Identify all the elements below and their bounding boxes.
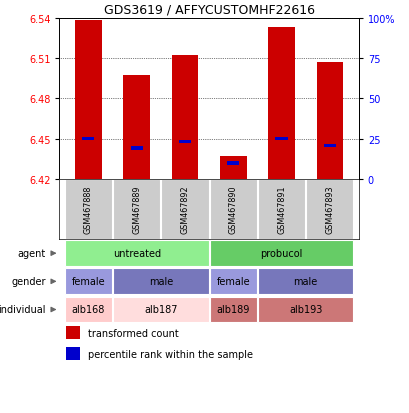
Bar	[219, 157, 246, 180]
Text: alb187: alb187	[144, 304, 177, 314]
Bar	[65, 326, 80, 339]
Text: agent: agent	[18, 248, 46, 258]
Bar	[178, 140, 191, 144]
Bar	[171, 56, 198, 180]
Text: alb193: alb193	[288, 304, 321, 314]
Bar	[306, 180, 353, 240]
Bar	[113, 269, 208, 294]
Bar	[209, 241, 353, 266]
Text: percentile rank within the sample: percentile rank within the sample	[88, 349, 252, 359]
Text: alb189: alb189	[216, 304, 249, 314]
Bar	[113, 180, 160, 240]
Text: individual: individual	[0, 304, 46, 314]
Text: untreated: untreated	[112, 248, 160, 258]
Bar	[113, 297, 208, 323]
Bar	[275, 138, 287, 141]
Bar	[323, 145, 335, 148]
Bar	[75, 21, 101, 180]
Bar	[257, 180, 304, 240]
Text: GSM467891: GSM467891	[276, 185, 285, 234]
Bar	[130, 147, 142, 150]
Text: GSM467890: GSM467890	[228, 185, 237, 234]
Bar	[82, 138, 94, 141]
Bar	[316, 63, 342, 180]
Bar	[209, 269, 256, 294]
Title: GDS3619 / AFFYCUSTOMHF22616: GDS3619 / AFFYCUSTOMHF22616	[103, 3, 314, 16]
Text: transformed count: transformed count	[88, 328, 178, 338]
Bar	[161, 180, 208, 240]
Text: male: male	[293, 276, 317, 286]
Bar	[209, 297, 256, 323]
Text: GSM467889: GSM467889	[132, 185, 141, 234]
Text: gender: gender	[11, 276, 46, 286]
Text: alb168: alb168	[72, 304, 105, 314]
Text: female: female	[72, 276, 105, 286]
Bar	[65, 269, 112, 294]
Bar	[227, 162, 239, 165]
Text: male: male	[148, 276, 173, 286]
Bar	[65, 241, 208, 266]
Bar	[267, 28, 294, 180]
Text: GSM467893: GSM467893	[324, 185, 333, 234]
Text: female: female	[216, 276, 249, 286]
Text: GSM467888: GSM467888	[84, 185, 93, 234]
Bar	[257, 297, 353, 323]
Bar	[123, 76, 150, 180]
Bar	[65, 297, 112, 323]
Text: probucol: probucol	[260, 248, 302, 258]
Bar	[65, 180, 112, 240]
Bar	[65, 347, 80, 361]
Bar	[209, 180, 256, 240]
Text: GSM467892: GSM467892	[180, 185, 189, 234]
Bar	[257, 269, 353, 294]
